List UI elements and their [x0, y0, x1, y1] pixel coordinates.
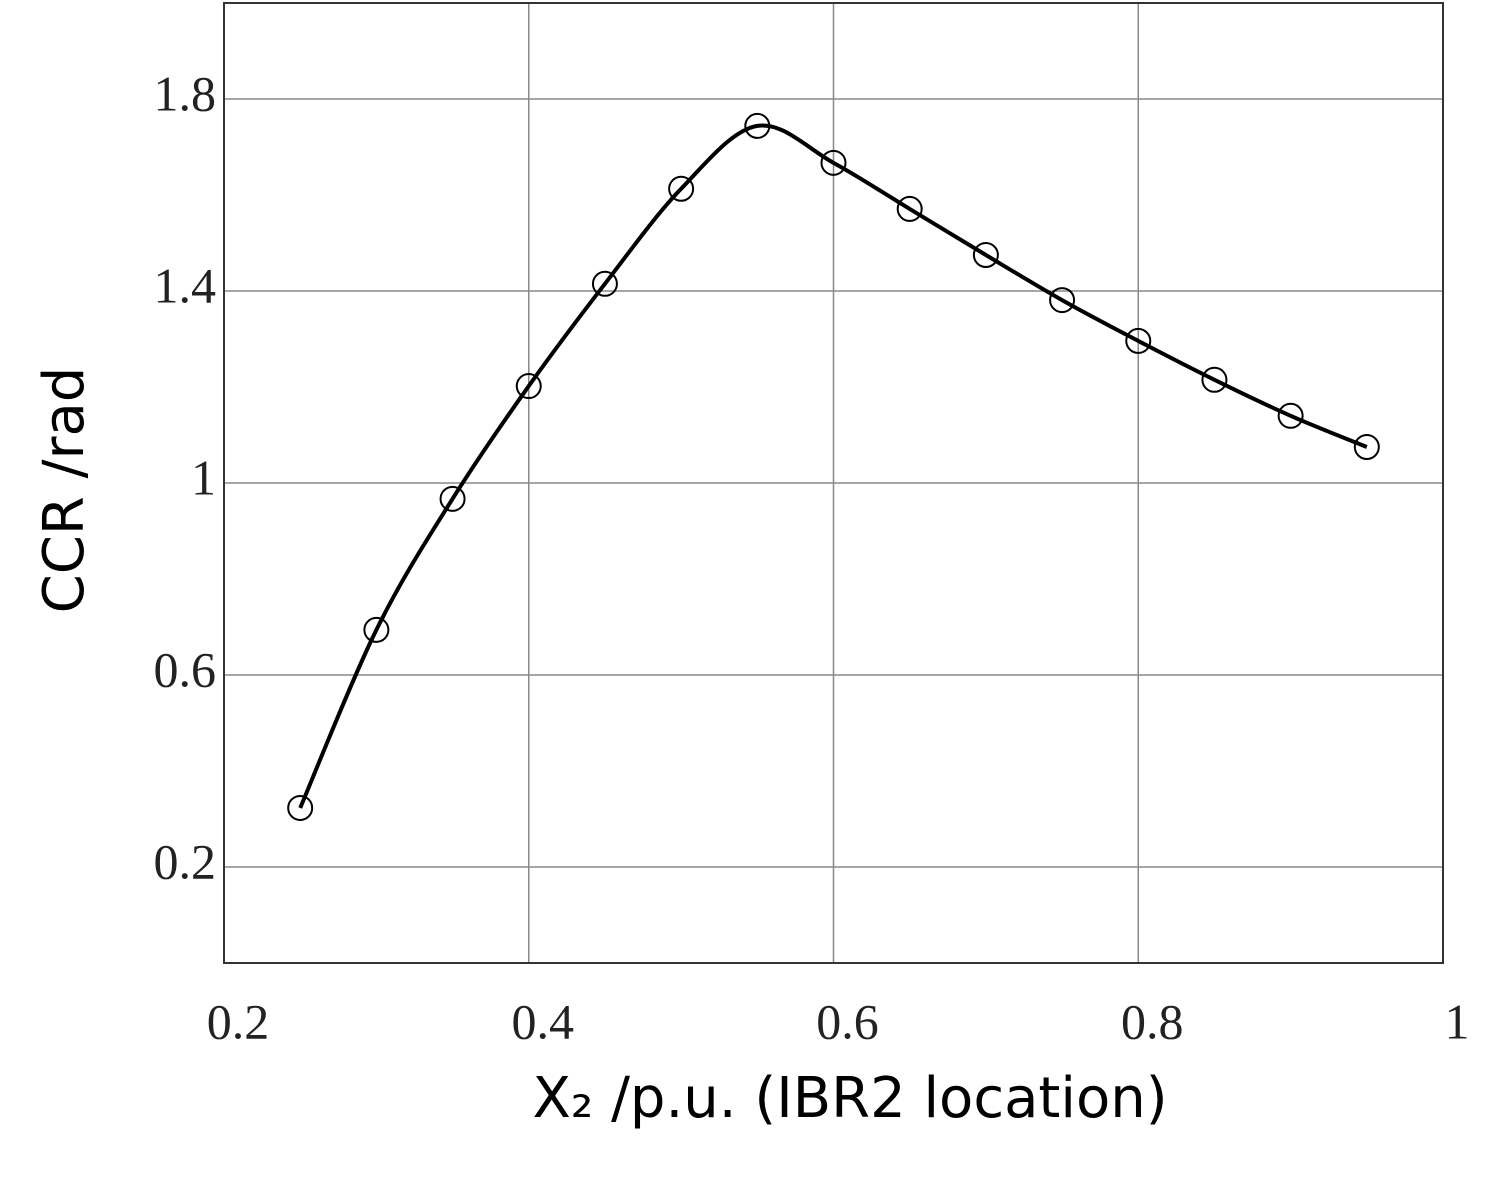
marker — [896, 195, 923, 222]
y-axis-label: CCR /rad — [32, 367, 97, 614]
marker — [1277, 402, 1304, 429]
y-tick-label: 0.6 — [154, 641, 217, 697]
marker — [1125, 327, 1152, 354]
marker — [744, 112, 771, 139]
x-tick-label: 0.4 — [512, 993, 575, 1049]
marker — [972, 242, 999, 268]
marker — [1049, 287, 1076, 314]
line — [298, 123, 1368, 809]
marker — [1201, 366, 1228, 393]
marker — [591, 270, 618, 297]
x-tick-label: 0.8 — [1121, 993, 1184, 1049]
marker — [1353, 434, 1380, 460]
y-tick-label: 1.4 — [154, 257, 217, 313]
marker — [515, 373, 542, 400]
marker — [439, 485, 466, 512]
plot-frame — [223, 2, 1444, 964]
y-tick-label: 1 — [191, 449, 216, 505]
marker — [820, 149, 847, 176]
x-tick-label: 0.2 — [207, 993, 270, 1049]
x-tick-label: 1 — [1445, 993, 1470, 1049]
marker — [668, 175, 695, 202]
y-tick-label: 1.8 — [154, 65, 217, 121]
x-tick-label: 0.6 — [816, 993, 879, 1049]
y-tick-label: 0.2 — [154, 833, 217, 889]
marker — [363, 616, 390, 643]
marker — [287, 794, 314, 821]
x-axis-label: X₂ /p.u. (IBR2 location) — [532, 1066, 1167, 1131]
